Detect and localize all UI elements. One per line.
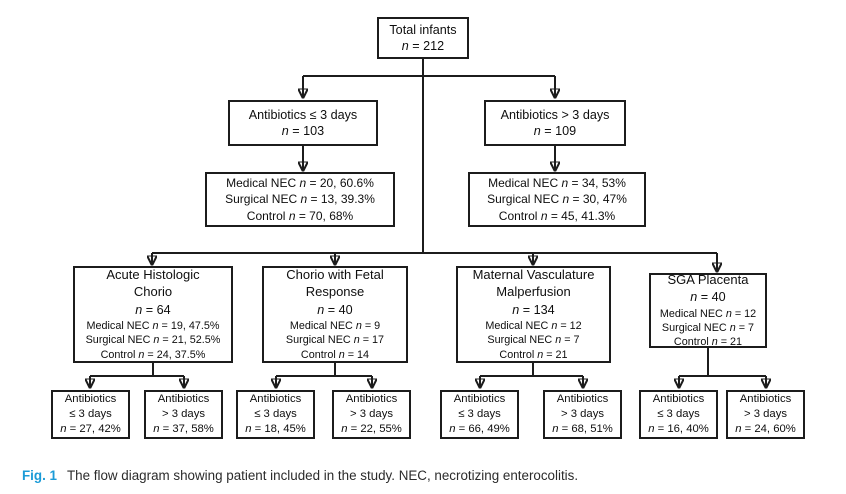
node-line: Antibiotics	[739, 393, 792, 406]
node-title-line: Acute Histologic	[106, 267, 200, 283]
node-title-line: SGA Placenta	[667, 271, 749, 287]
node-line: Antibiotics	[345, 393, 398, 406]
node-mvm-antibiotics-le3: Antibiotics ≤ 3 days n = 66, 49%	[440, 390, 519, 439]
node-line: Medical NEC n = 34, 53%	[488, 176, 626, 191]
node-line: n = 37, 58%	[153, 422, 214, 435]
node-title-line: Malperfusion	[496, 283, 571, 299]
node-antibiotics-le3-days: Antibiotics ≤ 3 days n = 103	[228, 100, 378, 146]
node-acute-histologic-chorio: Acute Histologic Chorio n = 64 Medical N…	[73, 266, 233, 363]
node-detail-line: Surgical NEC n = 17	[285, 334, 385, 347]
figure-caption: Fig. 1 The flow diagram showing patient i…	[22, 468, 578, 483]
node-n-value: n = 40	[317, 302, 353, 317]
node-detail-line: Control n = 14	[300, 348, 370, 361]
node-detail-line: Control n = 21	[673, 336, 743, 349]
node-line: n = 24, 60%	[735, 422, 796, 435]
node-line: ≤ 3 days	[254, 408, 297, 421]
node-ahc-antibiotics-le3: Antibiotics ≤ 3 days n = 27, 42%	[51, 390, 130, 439]
node-line: > 3 days	[161, 408, 206, 421]
node-antibiotics-gt3-days: Antibiotics > 3 days n = 109	[484, 100, 626, 146]
node-sga-antibiotics-gt3: Antibiotics > 3 days n = 24, 60%	[726, 390, 805, 439]
node-line: Total infants	[389, 22, 457, 37]
node-line: > 3 days	[560, 408, 605, 421]
node-line: Antibiotics	[453, 393, 506, 406]
node-line: n = 66, 49%	[449, 422, 510, 435]
node-line: n = 109	[533, 124, 577, 138]
node-ahc-antibiotics-gt3: Antibiotics > 3 days n = 37, 58%	[144, 390, 223, 439]
node-title-line: Chorio	[133, 283, 173, 299]
node-line: n = 103	[281, 124, 325, 138]
node-line: Surgical NEC n = 13, 39.3%	[225, 192, 375, 207]
node-detail-line: Medical NEC n = 9	[289, 320, 381, 333]
node-line: n = 212	[401, 39, 445, 53]
node-line: Surgical NEC n = 30, 47%	[487, 192, 627, 207]
node-line: Antibiotics ≤ 3 days	[248, 107, 358, 122]
node-detail-line: Medical NEC n = 12	[485, 320, 582, 333]
node-total-infants: Total infants n = 212	[377, 17, 469, 59]
node-n-value: n = 134	[512, 302, 555, 317]
node-detail-line: Medical NEC n = 19, 47.5%	[86, 320, 220, 333]
node-line: Control n = 70, 68%	[246, 208, 354, 223]
node-line: Antibiotics	[249, 393, 302, 406]
node-line: Antibiotics	[157, 393, 210, 406]
node-line: > 3 days	[349, 408, 394, 421]
node-line: Medical NEC n = 20, 60.6%	[226, 176, 374, 191]
node-cfr-antibiotics-le3: Antibiotics ≤ 3 days n = 18, 45%	[236, 390, 315, 439]
node-line: n = 68, 51%	[552, 422, 613, 435]
node-line: Antibiotics	[556, 393, 609, 406]
node-maternal-vasculature-malperfusion: Maternal Vasculature Malperfusion n = 13…	[456, 266, 611, 363]
connector-lines	[90, 59, 766, 387]
node-line: n = 16, 40%	[648, 422, 709, 435]
node-detail-line: Medical NEC n = 12	[659, 307, 757, 320]
figure-caption-text: The flow diagram showing patient include…	[66, 468, 579, 483]
node-detail-line: Surgical NEC n = 7	[487, 334, 580, 347]
node-n-value: n = 64	[135, 302, 171, 317]
node-line: ≤ 3 days	[657, 408, 700, 421]
node-line: Control n = 45, 41.3%	[498, 208, 616, 223]
node-line: Antibiotics	[652, 393, 705, 406]
node-line: n = 22, 55%	[341, 422, 402, 435]
node-outcomes-gt3-days: Medical NEC n = 34, 53% Surgical NEC n =…	[468, 172, 646, 227]
node-line: Antibiotics	[64, 393, 117, 406]
node-detail-line: Control n = 24, 37.5%	[100, 348, 206, 361]
node-detail-line: Control n = 21	[499, 348, 568, 361]
node-line: ≤ 3 days	[69, 408, 112, 421]
node-cfr-antibiotics-gt3: Antibiotics > 3 days n = 22, 55%	[332, 390, 411, 439]
node-line: ≤ 3 days	[458, 408, 501, 421]
node-chorio-with-fetal-response: Chorio with Fetal Response n = 40 Medica…	[262, 266, 408, 363]
node-sga-placenta: SGA Placenta n = 40 Medical NEC n = 12 S…	[649, 271, 767, 349]
node-outcomes-le3-days: Medical NEC n = 20, 60.6% Surgical NEC n…	[205, 172, 395, 227]
node-sga-antibiotics-le3: Antibiotics ≤ 3 days n = 16, 40%	[639, 390, 718, 439]
node-detail-line: Surgical NEC n = 21, 52.5%	[85, 334, 221, 347]
node-n-value: n = 40	[690, 290, 726, 305]
node-mvm-antibiotics-gt3: Antibiotics > 3 days n = 68, 51%	[543, 390, 622, 439]
node-line: Antibiotics > 3 days	[500, 107, 610, 122]
figure-caption-label: Fig. 1	[22, 468, 57, 483]
node-title-line: Response	[305, 283, 365, 299]
node-detail-line: Surgical NEC n = 7	[661, 322, 755, 334]
node-line: n = 18, 45%	[245, 422, 306, 435]
node-title-line: Maternal Vasculature	[472, 267, 595, 283]
node-title-line: Chorio with Fetal	[286, 267, 384, 283]
node-line: > 3 days	[743, 408, 788, 421]
node-line: n = 27, 42%	[60, 422, 121, 435]
